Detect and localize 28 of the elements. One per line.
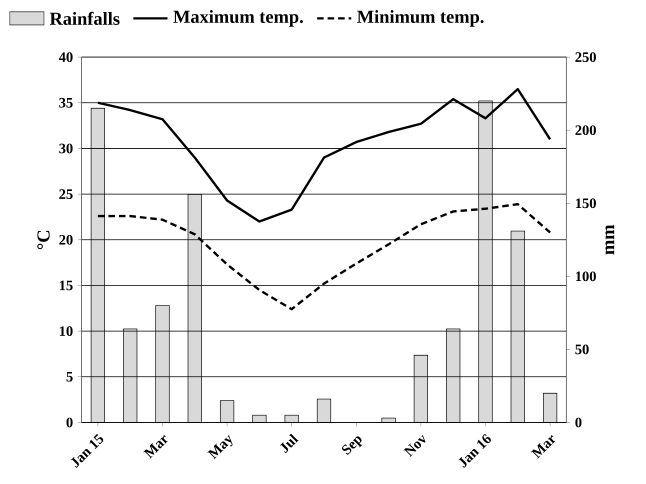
- y-tick-label: 30: [59, 143, 73, 154]
- y2-tick-label: 150: [576, 198, 596, 208]
- y-tick-label: 15: [60, 280, 73, 290]
- legend-label: Maximum temp.: [173, 10, 303, 26]
- y2-axis-title: mm: [605, 224, 614, 254]
- x-tick-label: Sep: [342, 436, 362, 455]
- y-tick-label: 25: [59, 189, 73, 199]
- y-tick-label: 5: [66, 372, 73, 382]
- y2-tick-label: 250: [575, 52, 596, 62]
- x-tick-label: Nov: [403, 434, 426, 457]
- y2-tick-label: 0: [575, 417, 582, 428]
- y2-tick-label: 200: [575, 125, 596, 135]
- x-tick-label: Jan 15: [70, 434, 104, 468]
- y-tick-label: 20: [59, 234, 73, 244]
- y-tick-label: 40: [58, 52, 73, 62]
- y2-tick-label: 100: [576, 271, 596, 281]
- legend-label: Minimum temp.: [357, 10, 484, 26]
- y-tick-label: 35: [59, 98, 73, 108]
- x-tick-label: Mar: [143, 434, 168, 459]
- legend-label: Rainfalls: [50, 12, 120, 25]
- y-tick-label: 0: [66, 417, 73, 428]
- y2-tick-label: 50: [575, 344, 589, 354]
- y-tick-label: 10: [60, 326, 73, 336]
- y-axis-title: °C: [37, 230, 50, 249]
- x-tick-label: Jul: [280, 433, 299, 453]
- x-tick-label: Mar: [530, 434, 556, 459]
- x-tick-label: Jan 16: [458, 434, 491, 468]
- x-tick-label: May: [207, 434, 232, 460]
